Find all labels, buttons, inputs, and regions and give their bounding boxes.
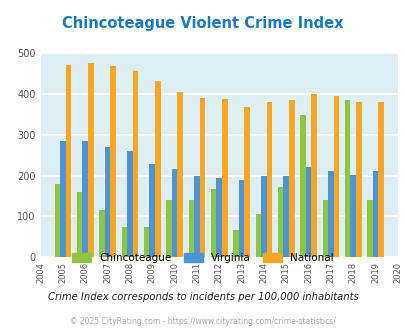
Bar (132, 71, 138, 257)
Bar (283, 176, 288, 257)
Bar (54, 184, 60, 257)
Bar (232, 230, 238, 257)
Bar (266, 102, 272, 257)
Bar (311, 94, 316, 257)
Bar (188, 200, 194, 257)
Bar (99, 210, 104, 257)
Bar (177, 92, 183, 257)
Legend: Chincoteague, Virginia, National: Chincoteague, Virginia, National (68, 249, 337, 267)
Text: Chincoteague Violent Crime Index: Chincoteague Violent Crime Index (62, 16, 343, 31)
Bar (244, 107, 249, 257)
Bar (194, 176, 199, 257)
Text: Crime Index corresponds to incidents per 100,000 inhabitants: Crime Index corresponds to incidents per… (47, 292, 358, 302)
Bar (143, 227, 149, 257)
Text: © 2025 CityRating.com - https://www.cityrating.com/crime-statistics/: © 2025 CityRating.com - https://www.city… (70, 317, 335, 326)
Bar (121, 227, 127, 257)
Bar (238, 180, 244, 257)
Bar (66, 65, 71, 257)
Bar (322, 200, 327, 257)
Bar (344, 100, 350, 257)
Bar (222, 99, 227, 257)
Bar (350, 175, 355, 257)
Bar (355, 102, 361, 257)
Bar (299, 115, 305, 257)
Bar (210, 189, 216, 257)
Bar (82, 141, 88, 257)
Bar (155, 81, 160, 257)
Bar (171, 169, 177, 257)
Bar (260, 176, 266, 257)
Bar (255, 214, 260, 257)
Bar (149, 164, 155, 257)
Bar (199, 98, 205, 257)
Bar (77, 192, 82, 257)
Bar (88, 63, 94, 257)
Bar (60, 141, 66, 257)
Bar (216, 179, 222, 257)
Bar (305, 167, 311, 257)
Bar (127, 151, 132, 257)
Bar (366, 200, 372, 257)
Bar (110, 66, 116, 257)
Bar (372, 172, 377, 257)
Bar (333, 96, 339, 257)
Bar (377, 102, 383, 257)
Bar (166, 200, 171, 257)
Bar (277, 186, 283, 257)
Bar (104, 147, 110, 257)
Bar (327, 172, 333, 257)
Bar (288, 100, 294, 257)
